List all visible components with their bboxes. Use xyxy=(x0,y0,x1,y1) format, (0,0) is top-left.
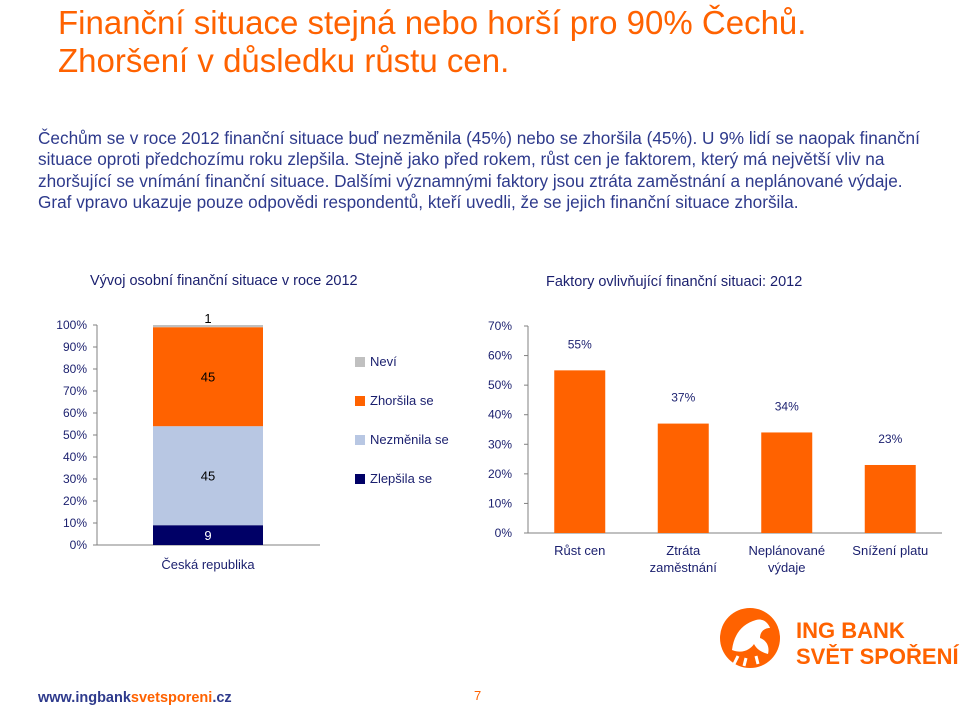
legend-label-zlepsila: Zlepšila se xyxy=(370,471,433,486)
footer-url[interactable]: www.ingbanksvetsporeni.cz xyxy=(38,690,232,706)
lion-emblem-icon xyxy=(720,608,780,668)
bar-category-label: výdaje xyxy=(768,560,806,575)
bar-category-label: Neplánované xyxy=(748,543,825,558)
legend-swatch-nevi xyxy=(355,356,365,367)
legend-swatch-zhorsila xyxy=(355,395,365,406)
left-y-tick-label: 20% xyxy=(63,494,87,508)
stacked-segment-label: 1 xyxy=(204,311,211,326)
left-y-tick-label: 100% xyxy=(56,318,87,332)
right-y-tick-label: 70% xyxy=(488,319,512,333)
left-x-category-label: Česká republika xyxy=(161,557,255,572)
left-y-tick-label: 80% xyxy=(63,362,87,376)
logo-text-ing-bank: ING BANK xyxy=(796,618,905,643)
footer-url-part-1: www.ingbank xyxy=(38,690,131,706)
stacked-segment xyxy=(153,327,263,427)
left-y-tick-label: 50% xyxy=(63,428,87,442)
stacked-segment xyxy=(153,525,263,545)
factors-bar-chart: 0% 10% 20% 30% 40% 50% 60% 70% 55% Růst cen 37% Ztr… xyxy=(488,319,942,575)
right-y-tick-label: 20% xyxy=(488,467,512,481)
legend-label-nevi: Neví xyxy=(370,354,397,369)
bar xyxy=(864,464,916,533)
footer-url-part-2: svetsporeni xyxy=(130,690,213,706)
left-y-tick-label: 10% xyxy=(63,516,87,530)
bar xyxy=(554,370,606,533)
bar-value-label: 34% xyxy=(775,399,799,413)
stacked-bar-chart: 0% 10% 20% 30% 40% 50% 60% 70% 80% 90% 100% 9 45 45 1 Č… xyxy=(56,311,320,572)
bar-category-label: zaměstnání xyxy=(650,560,718,575)
ing-bank-logo: ING BANK SVĚT SPOŘENÍ xyxy=(712,598,959,678)
left-y-tick-label: 90% xyxy=(63,340,87,354)
legend-label-zhorsila: Zhoršila se xyxy=(370,393,434,408)
stacked-segment xyxy=(153,325,263,328)
bar-value-label: 37% xyxy=(671,391,695,405)
slide-title: Finanční situace stejná nebo horší pro 9… xyxy=(58,4,938,80)
footer-url-part-3: .cz xyxy=(212,690,232,706)
logo-text-svet-sporeni: SVĚT SPOŘENÍ xyxy=(796,644,959,669)
legend-item-zhorsila: Zhoršila se xyxy=(355,393,434,408)
right-y-tick-label: 40% xyxy=(488,408,512,422)
left-y-tick-label: 40% xyxy=(63,450,87,464)
right-y-tick-label: 10% xyxy=(488,496,512,510)
right-y-tick-label: 30% xyxy=(488,437,512,451)
right-y-tick-label: 0% xyxy=(495,526,513,540)
legend-item-nezmenila: Nezměnila se xyxy=(355,432,449,447)
legend-swatch-nezmenila xyxy=(355,434,365,445)
bar-category-label: Ztráta xyxy=(666,543,701,558)
bar-category-label: Snížení platu xyxy=(852,543,928,558)
right-chart-title: Faktory ovlivňující finanční situaci: 20… xyxy=(546,274,803,290)
bar xyxy=(761,432,813,533)
legend-item-zlepsila: Zlepšila se xyxy=(355,471,432,486)
bar-value-label: 55% xyxy=(568,337,592,351)
bar xyxy=(657,423,709,533)
left-y-tick-label: 30% xyxy=(63,472,87,486)
bar-value-label: 23% xyxy=(878,432,902,446)
legend-label-nezmenila: Nezměnila se xyxy=(370,432,449,447)
right-y-tick-label: 60% xyxy=(488,349,512,363)
stacked-segment xyxy=(153,426,263,526)
page-number: 7 xyxy=(474,688,482,703)
left-y-tick-label: 70% xyxy=(63,384,87,398)
left-chart-title: Vývoj osobní finanční situace v roce 201… xyxy=(90,273,358,289)
title-line-1: Finanční situace stejná nebo horší pro 9… xyxy=(58,4,807,41)
stacked-segment-label: 45 xyxy=(201,370,215,385)
stacked-segment-label: 45 xyxy=(201,469,215,484)
intro-paragraph: Čechům se v roce 2012 finanční situace b… xyxy=(38,128,920,212)
left-y-tick-label: 60% xyxy=(63,406,87,420)
bar-category-label: Růst cen xyxy=(554,543,605,558)
left-y-tick-label: 0% xyxy=(70,538,88,552)
title-line-2: Zhoršení v důsledku růstu cen. xyxy=(58,42,510,79)
stacked-segment-label: 9 xyxy=(204,528,211,543)
legend-item-nevi: Neví xyxy=(355,354,397,369)
legend-swatch-zlepsila xyxy=(355,473,365,484)
right-y-tick-label: 50% xyxy=(488,378,512,392)
